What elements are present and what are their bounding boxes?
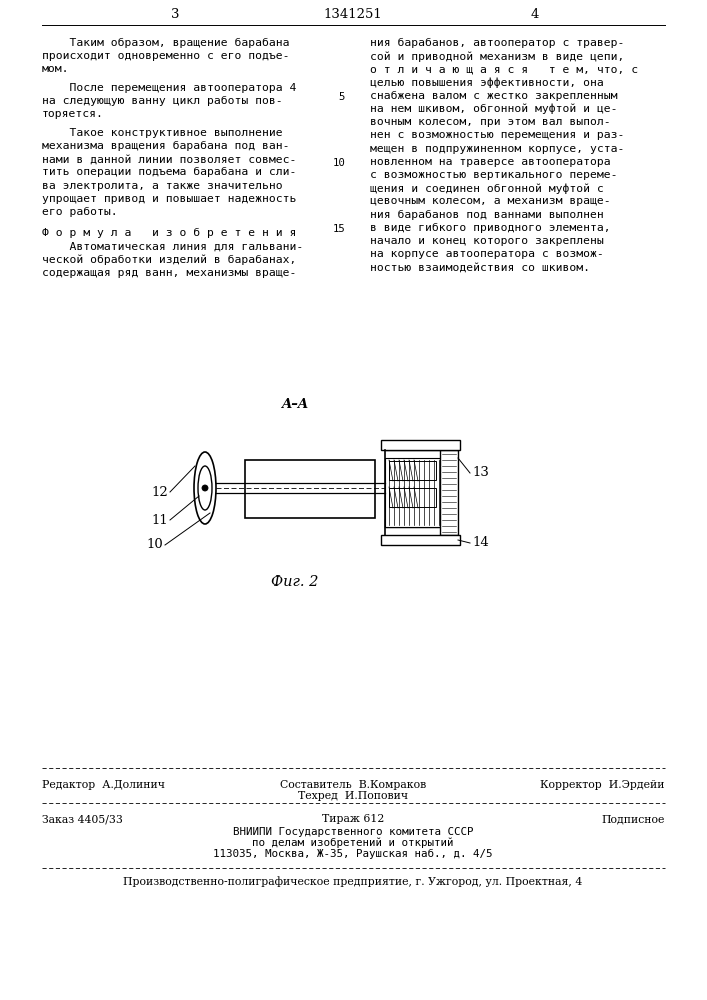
Bar <box>389 461 436 480</box>
Text: Автоматическая линия для гальвани-: Автоматическая линия для гальвани- <box>42 241 303 251</box>
Text: Ф о р м у л а   и з о б р е т е н и я: Ф о р м у л а и з о б р е т е н и я <box>42 228 296 238</box>
Text: Заказ 4405/33: Заказ 4405/33 <box>42 814 123 824</box>
Bar <box>245 460 375 518</box>
Text: содержащая ряд ванн, механизмы враще-: содержащая ряд ванн, механизмы враще- <box>42 268 296 278</box>
Text: по делам изобретений и открытий: по делам изобретений и открытий <box>252 838 454 848</box>
Text: упрощает привод и повышает надежность: упрощает привод и повышает надежность <box>42 194 296 204</box>
Text: ВНИИПИ Государственного комитета СССР: ВНИИПИ Государственного комитета СССР <box>233 827 473 837</box>
Bar <box>381 440 460 450</box>
Text: 5: 5 <box>339 92 345 102</box>
Bar <box>440 450 458 535</box>
Text: Производственно-полиграфическое предприятие, г. Ужгород, ул. Проектная, 4: Производственно-полиграфическое предприя… <box>124 876 583 887</box>
Text: мещен в подпружиненном корпусе, уста-: мещен в подпружиненном корпусе, уста- <box>370 144 624 154</box>
Text: 13: 13 <box>472 466 489 480</box>
Text: его работы.: его работы. <box>42 207 117 217</box>
Text: снабжена валом с жестко закрепленным: снабжена валом с жестко закрепленным <box>370 91 617 101</box>
Text: Техред  И.Попович: Техред И.Попович <box>298 791 408 801</box>
Text: начало и конец которого закреплены: начало и конец которого закреплены <box>370 236 604 246</box>
Bar <box>385 458 440 527</box>
Text: Составитель  В.Комраков: Составитель В.Комраков <box>280 780 426 790</box>
Text: 11: 11 <box>151 514 168 526</box>
Text: ностью взаимодействия со шкивом.: ностью взаимодействия со шкивом. <box>370 262 590 272</box>
Text: После перемещения автооператора 4: После перемещения автооператора 4 <box>42 83 296 93</box>
Text: механизма вращения барабана под ван-: механизма вращения барабана под ван- <box>42 141 289 151</box>
Text: сой и приводной механизм в виде цепи,: сой и приводной механизм в виде цепи, <box>370 51 624 62</box>
Text: новленном на траверсе автооператора: новленном на траверсе автооператора <box>370 157 611 167</box>
Text: Таким образом, вращение барабана: Таким образом, вращение барабана <box>42 38 289 48</box>
Text: вочным колесом, при этом вал выпол-: вочным колесом, при этом вал выпол- <box>370 117 611 127</box>
Text: Фиг. 2: Фиг. 2 <box>271 575 319 589</box>
Text: о т л и ч а ю щ а я с я   т е м, что, с: о т л и ч а ю щ а я с я т е м, что, с <box>370 64 638 74</box>
Text: Такое конструктивное выполнение: Такое конструктивное выполнение <box>42 128 283 138</box>
Text: происходит одновременно с его подъе-: происходит одновременно с его подъе- <box>42 51 289 61</box>
Bar <box>389 488 436 507</box>
Text: 15: 15 <box>332 224 345 234</box>
Text: ния барабанов, автооператор с травер-: ния барабанов, автооператор с травер- <box>370 38 624 48</box>
Text: 1341251: 1341251 <box>324 8 382 21</box>
Text: 113035, Москва, Ж-35, Раушская наб., д. 4/5: 113035, Москва, Ж-35, Раушская наб., д. … <box>214 849 493 859</box>
Text: щения и соединен обгонной муфтой с: щения и соединен обгонной муфтой с <box>370 183 604 194</box>
Bar <box>385 442 440 450</box>
Text: на следующую ванну цикл работы пов-: на следующую ванну цикл работы пов- <box>42 96 283 106</box>
Text: ния барабанов под ваннами выполнен: ния барабанов под ваннами выполнен <box>370 210 604 220</box>
Text: ва электролита, а также значительно: ва электролита, а также значительно <box>42 181 283 191</box>
Text: A–A: A–A <box>281 398 308 412</box>
Text: тить операции подъема барабана и сли-: тить операции подъема барабана и сли- <box>42 167 296 177</box>
Bar <box>381 535 460 545</box>
Text: в виде гибкого приводного элемента,: в виде гибкого приводного элемента, <box>370 223 611 233</box>
Text: 12: 12 <box>151 486 168 498</box>
Text: на корпусе автооператора с возмож-: на корпусе автооператора с возмож- <box>370 249 604 259</box>
Text: 3: 3 <box>171 8 180 21</box>
Text: мом.: мом. <box>42 64 69 74</box>
Text: Подписное: Подписное <box>602 814 665 824</box>
Text: 10: 10 <box>332 158 345 168</box>
Text: нен с возможностью перемещения и раз-: нен с возможностью перемещения и раз- <box>370 130 624 140</box>
Text: с возможностью вертикального переме-: с возможностью вертикального переме- <box>370 170 617 180</box>
Text: Редактор  А.Долинич: Редактор А.Долинич <box>42 780 165 790</box>
Ellipse shape <box>202 485 208 491</box>
Text: ческой обработки изделий в барабанах,: ческой обработки изделий в барабанах, <box>42 254 296 265</box>
Text: нами в данной линии позволяет совмес-: нами в данной линии позволяет совмес- <box>42 154 296 164</box>
Text: 14: 14 <box>472 536 489 550</box>
Text: 10: 10 <box>146 538 163 552</box>
Text: Тираж 612: Тираж 612 <box>322 814 384 824</box>
Text: на нем шкивом, обгонной муфтой и це-: на нем шкивом, обгонной муфтой и це- <box>370 104 617 114</box>
Text: целью повышения эффективности, она: целью повышения эффективности, она <box>370 78 604 88</box>
Text: 4: 4 <box>531 8 539 21</box>
Bar <box>385 519 440 527</box>
Text: Корректор  И.Эрдейи: Корректор И.Эрдейи <box>540 780 665 790</box>
Text: цевочным колесом, а механизм враще-: цевочным колесом, а механизм враще- <box>370 196 611 206</box>
Text: торяется.: торяется. <box>42 109 104 119</box>
